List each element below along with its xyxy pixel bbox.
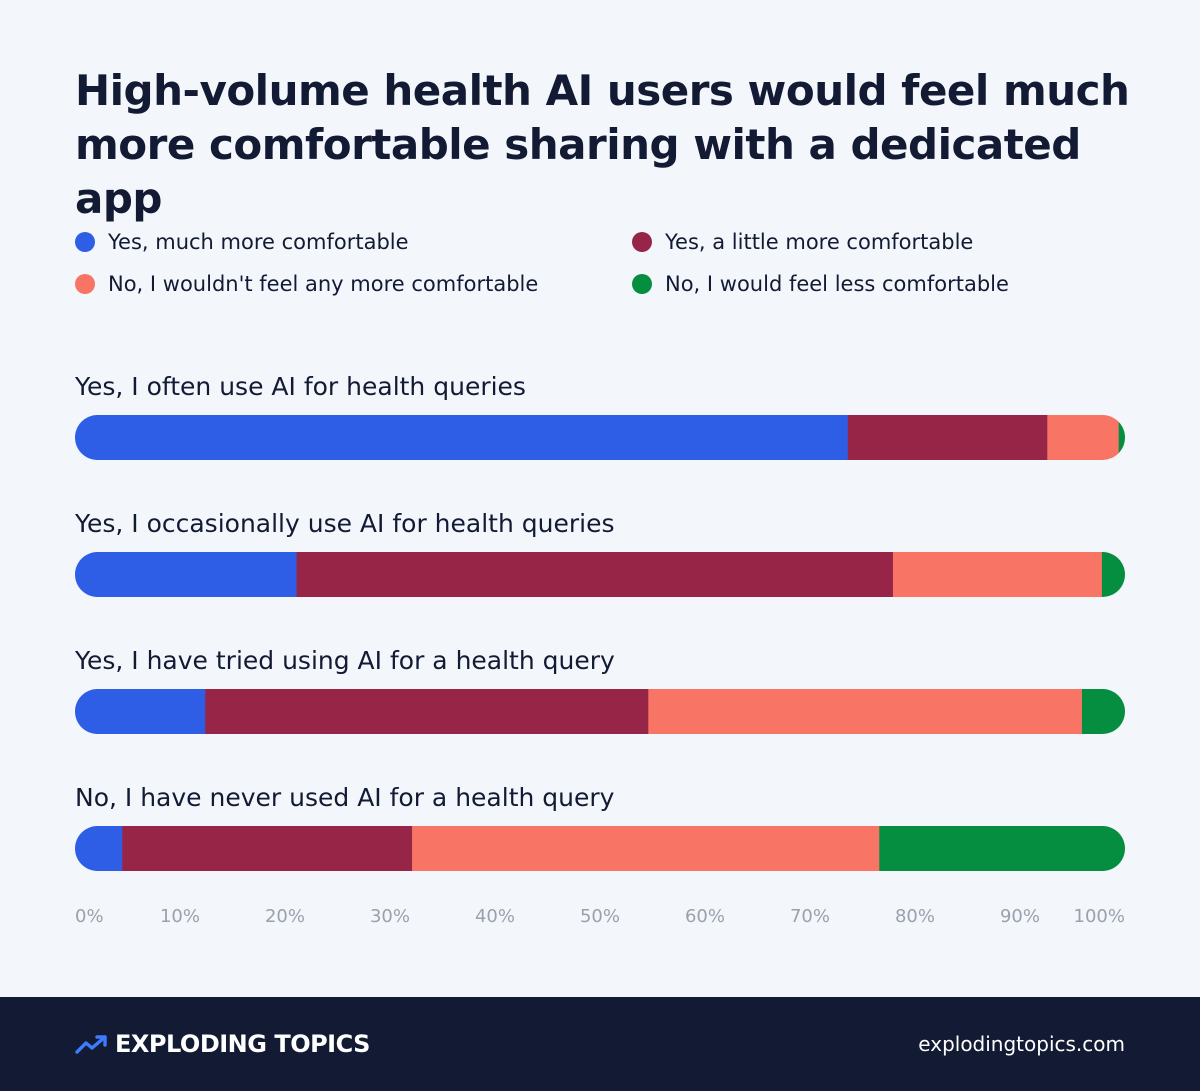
site-url[interactable]: explodingtopics.com: [918, 1032, 1125, 1056]
x-tick-label: 80%: [895, 906, 935, 927]
legend-item-no-more: No, I wouldn't feel any more comfortable: [75, 270, 632, 298]
stacked-bar-chart: Yes, I often use AI for health queries Ye…: [74, 372, 1125, 927]
chart-legend: Yes, much more comfortable Yes, a little…: [75, 228, 1135, 298]
bar-segment: [296, 552, 894, 597]
legend-item-much-more: Yes, much more comfortable: [75, 228, 632, 256]
legend-swatch-little-more: [632, 232, 652, 252]
bar-row: [75, 689, 1125, 734]
category-label: Yes, I have tried using AI for a health …: [74, 646, 615, 675]
bar-segment: [892, 552, 1103, 597]
legend-label-little-more: Yes, a little more comfortable: [665, 230, 974, 254]
x-tick-label: 70%: [790, 906, 830, 927]
bar-row: [75, 552, 1125, 597]
bar-row: [75, 415, 1125, 460]
legend-swatch-much-more: [75, 232, 95, 252]
category-label: No, I have never used AI for a health qu…: [75, 783, 615, 812]
brand-logo[interactable]: EXPLODING TOPICS: [75, 1030, 370, 1058]
x-tick-label: 90%: [1000, 906, 1040, 927]
x-tick-label: 100%: [1074, 906, 1125, 927]
x-tick-label: 60%: [685, 906, 725, 927]
bar-segment: [847, 415, 1048, 460]
trend-arrow-icon: [75, 1035, 107, 1054]
legend-swatch-no-more: [75, 274, 95, 294]
category-label: Yes, I often use AI for health queries: [74, 372, 526, 401]
legend-label-no-more: No, I wouldn't feel any more comfortable: [108, 272, 539, 296]
chart-title: High-volume health AI users would feel m…: [75, 66, 1130, 223]
x-tick-label: 0%: [75, 906, 104, 927]
bar-segment: [75, 689, 206, 734]
x-tick-label: 20%: [265, 906, 305, 927]
bar-segment: [1081, 689, 1125, 734]
bar-segment: [75, 415, 849, 460]
bar-segment: [1118, 415, 1125, 460]
legend-item-less: No, I would feel less comfortable: [632, 270, 1135, 298]
legend-item-little-more: Yes, a little more comfortable: [632, 228, 1135, 256]
bar-segment: [1101, 552, 1125, 597]
bar-segment: [1047, 415, 1120, 460]
bar-segment: [412, 826, 880, 871]
footer-bar: EXPLODING TOPICS explodingtopics.com: [0, 997, 1200, 1091]
legend-label-less: No, I would feel less comfortable: [665, 272, 1009, 296]
bar-segment: [122, 826, 413, 871]
legend-swatch-less: [632, 274, 652, 294]
x-tick-label: 30%: [370, 906, 410, 927]
bar-segment: [205, 689, 649, 734]
legend-label-much-more: Yes, much more comfortable: [108, 230, 409, 254]
category-label: Yes, I occasionally use AI for health qu…: [74, 509, 615, 538]
x-tick-label: 40%: [475, 906, 515, 927]
x-tick-label: 10%: [160, 906, 200, 927]
bar-segment: [648, 689, 1083, 734]
bar-row: [75, 826, 1125, 871]
bar-segment: [879, 826, 1125, 871]
bar-segment: [75, 826, 123, 871]
bar-segment: [75, 552, 298, 597]
brand-name: EXPLODING TOPICS: [115, 1030, 370, 1058]
x-tick-label: 50%: [580, 906, 620, 927]
